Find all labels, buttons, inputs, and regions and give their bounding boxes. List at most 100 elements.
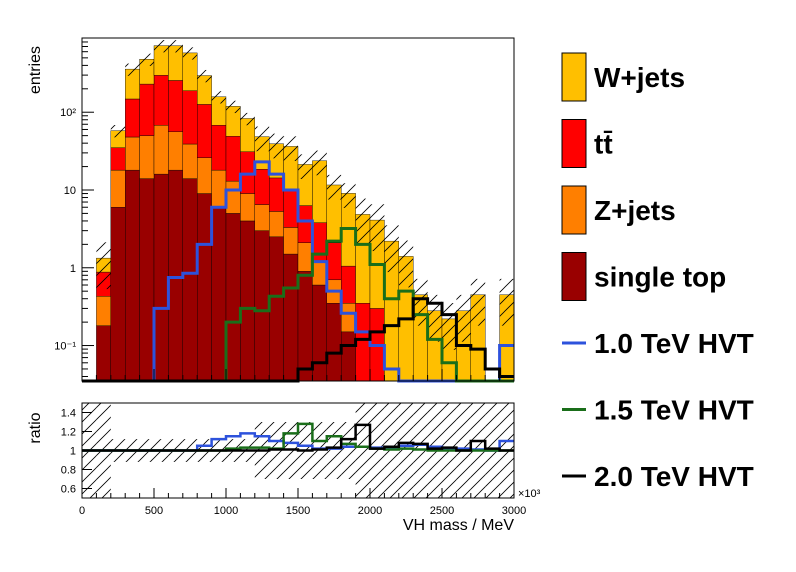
stack-bar — [225, 180, 241, 214]
uncertainty-hatch — [240, 112, 255, 126]
stack-bar — [283, 253, 299, 382]
stack-bar — [240, 193, 255, 222]
uncertainty-hatch — [211, 91, 226, 104]
uncertainty-hatch — [125, 63, 140, 76]
legend-item: 1.0 TeV HVT — [562, 328, 754, 359]
stack-bar — [326, 242, 342, 281]
uncertainty-hatch — [456, 294, 471, 342]
stack-bar — [211, 207, 227, 382]
x-axis-multiplier: ×10³ — [518, 488, 541, 500]
uncertainty-hatch — [384, 225, 399, 273]
legend-label: 2.0 TeV HVT — [594, 461, 754, 492]
legend-swatch — [561, 52, 587, 102]
legend-label: 1.0 TeV HVT — [594, 328, 754, 359]
x-tick-label: 3000 — [502, 505, 526, 517]
ratio-ylabel: ratio — [27, 412, 44, 443]
ratio-panel: 0.6 0.8 1 1.2 1.4 0 500 1000 1500 2000 2500 3000 — [61, 402, 526, 517]
legend-swatch — [561, 119, 587, 168]
uncertainty-hatch — [326, 174, 342, 200]
stack-bar — [153, 173, 169, 382]
legend-label: Z+jets — [594, 195, 676, 226]
uncertainty-hatch — [168, 40, 183, 53]
uncertainty-hatch — [283, 136, 298, 161]
uncertainty-hatch — [226, 100, 241, 114]
uncertainty-hatch — [413, 278, 428, 326]
stack-bar — [225, 136, 241, 182]
legend-label: tt̄ — [594, 129, 613, 160]
ratio-line-2-0-tev-hvt — [82, 423, 514, 452]
stack-bar — [96, 296, 112, 326]
stack-bar — [312, 261, 327, 286]
stack-bar — [283, 188, 299, 228]
uncertainty-hatch — [341, 183, 356, 208]
legend-item: 2.0 TeV HVT — [562, 461, 754, 492]
legend-label: 1.5 TeV HVT — [594, 395, 754, 426]
uncertainty-hatch — [110, 125, 126, 138]
uncertainty-hatch — [139, 53, 154, 66]
ratio-hatch — [398, 403, 414, 498]
uncertainty-hatch — [312, 150, 327, 176]
stack-bar — [182, 90, 198, 145]
ratio-y-tick-label: 0.6 — [61, 484, 76, 496]
stack-bar — [196, 193, 212, 382]
uncertainty-hatch — [370, 204, 385, 252]
stack-bar — [211, 169, 227, 208]
stack-bar — [297, 242, 313, 272]
legend: W+jets tt̄ Z+jets single top 1.0 TeV HVT 1.5 … — [561, 52, 754, 492]
uncertainty-hatch — [355, 198, 370, 246]
legend-item: Z+jets — [561, 185, 676, 235]
stack-bar — [269, 177, 284, 212]
x-tick-label: 2000 — [358, 505, 382, 517]
x-tick-label: 0 — [79, 505, 85, 517]
stack-bar — [269, 236, 284, 382]
legend-item: tt̄ — [561, 119, 613, 168]
uncertainty-hatch — [154, 40, 169, 53]
uncertainty-hatch — [96, 242, 111, 290]
legend-label: W+jets — [594, 62, 685, 93]
stack-bar — [124, 98, 140, 138]
uncertainty-hatch — [398, 240, 414, 288]
ratio-hatch — [326, 422, 342, 479]
stack-bar — [168, 169, 183, 382]
uncertainty-hatch — [442, 303, 457, 350]
ratio-hatch — [355, 403, 370, 498]
uncertainty-hatch — [470, 278, 486, 326]
stack-bar — [110, 207, 126, 382]
stack-bar — [341, 265, 356, 304]
y-tick-label: 10 — [64, 185, 76, 197]
x-tick-label: 500 — [145, 505, 163, 517]
x-tick-label: 1500 — [286, 505, 310, 517]
main-ylabel: entries — [27, 46, 44, 94]
stack-bar — [168, 131, 183, 171]
ratio-y-tick-label: 1 — [70, 446, 76, 458]
main-panel: 10⁻¹ 1 10 10² — [54, 37, 515, 383]
stack-bar — [341, 303, 356, 333]
ratio-y-tick-label: 1.4 — [61, 408, 76, 420]
stack-bar — [139, 83, 155, 136]
stack-bar — [124, 136, 140, 171]
uncertainty-hatch — [298, 154, 313, 180]
stack-bar — [196, 157, 212, 194]
stack-bar — [355, 303, 371, 382]
stack-bar — [110, 147, 126, 171]
stack-bar — [139, 135, 155, 179]
stack-bar — [182, 178, 198, 382]
legend-label: single top — [594, 262, 726, 293]
stack-bar — [326, 303, 342, 382]
y-tick-label: 10² — [60, 107, 76, 119]
stack-bar — [240, 220, 255, 382]
uncertainty-hatch — [197, 69, 212, 83]
ratio-y-tick-label: 0.8 — [61, 465, 76, 477]
stack-bar — [124, 169, 140, 382]
legend-swatch — [561, 252, 587, 301]
stack-bar — [168, 80, 183, 133]
ratio-hatch — [370, 403, 385, 498]
ratio-y-tick-label: 1.2 — [61, 427, 76, 439]
uncertainty-hatch — [182, 47, 198, 60]
stack-bar — [153, 125, 169, 175]
uncertainty-hatch — [427, 294, 442, 342]
stack-single-top — [96, 169, 356, 382]
stack-bar — [254, 204, 270, 231]
ratio-hatch — [341, 422, 356, 479]
